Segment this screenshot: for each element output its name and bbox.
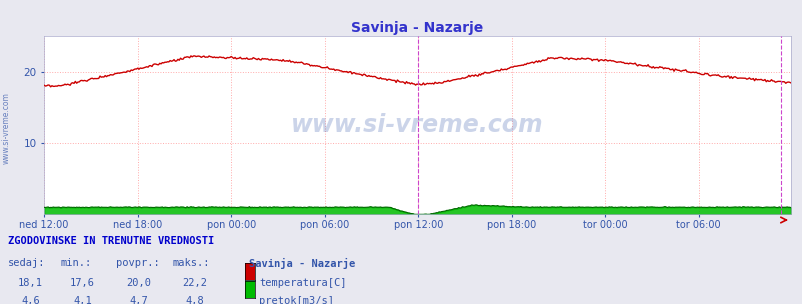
Text: 22,2: 22,2 <box>182 278 208 288</box>
Text: Savinja - Nazarje: Savinja - Nazarje <box>249 258 354 269</box>
Text: www.si-vreme.com: www.si-vreme.com <box>2 92 11 164</box>
Text: pretok[m3/s]: pretok[m3/s] <box>259 296 334 304</box>
Text: 18,1: 18,1 <box>18 278 43 288</box>
Text: 20,0: 20,0 <box>126 278 152 288</box>
Title: Savinja - Nazarje: Savinja - Nazarje <box>351 21 483 35</box>
Text: ZGODOVINSKE IN TRENUTNE VREDNOSTI: ZGODOVINSKE IN TRENUTNE VREDNOSTI <box>8 236 214 246</box>
Text: povpr.:: povpr.: <box>116 258 160 268</box>
Text: min.:: min.: <box>60 258 91 268</box>
Text: sedaj:: sedaj: <box>8 258 46 268</box>
Text: 4,6: 4,6 <box>21 296 40 304</box>
Text: temperatura[C]: temperatura[C] <box>259 278 346 288</box>
Text: maks.:: maks.: <box>172 258 210 268</box>
Text: www.si-vreme.com: www.si-vreme.com <box>291 113 543 137</box>
Text: 4,8: 4,8 <box>185 296 205 304</box>
Text: 4,1: 4,1 <box>73 296 92 304</box>
Text: 4,7: 4,7 <box>129 296 148 304</box>
Text: 17,6: 17,6 <box>70 278 95 288</box>
